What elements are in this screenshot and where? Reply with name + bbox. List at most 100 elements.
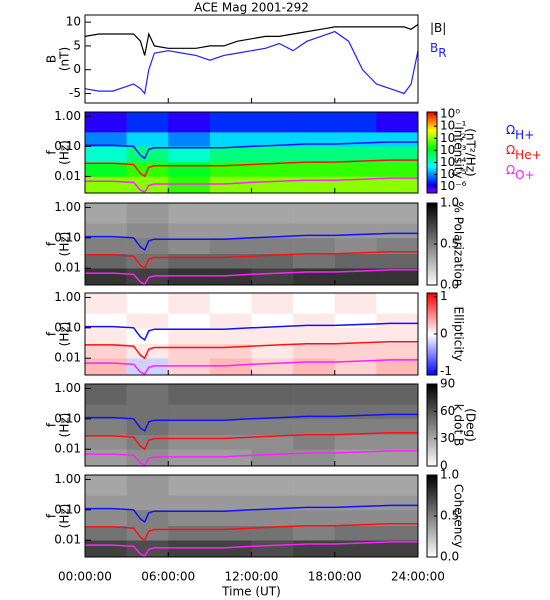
spectrogram-cell [168, 343, 211, 359]
spectrogram-cell [126, 132, 169, 147]
data-line [84, 24, 419, 56]
y-tick-label: 0.10 [54, 320, 81, 334]
spectrogram-cell [85, 358, 127, 376]
colorbar-step [427, 409, 437, 412]
colorbar-step [427, 256, 437, 259]
legend-subscript: He+ [515, 148, 541, 162]
colorbar-step [427, 479, 437, 481]
spectrogram-cell [376, 146, 419, 163]
spectrogram-cell [251, 475, 294, 496]
y-tick-label: 0.01 [54, 261, 81, 275]
colorbar-step [427, 124, 437, 126]
colorbar-step [427, 357, 437, 360]
spectrogram-cell [251, 509, 294, 527]
spectrogram-cell [168, 449, 211, 467]
colorbar-step [427, 450, 437, 453]
spectrogram-cell [168, 176, 211, 194]
colorbar-step [427, 492, 437, 495]
spectrogram-cell [168, 162, 211, 177]
x-tick-label: 06:00:00 [141, 570, 195, 584]
spectrogram-cell [168, 384, 211, 405]
colorbar-step [427, 332, 437, 335]
colorbar-step [427, 133, 437, 136]
spectrogram-cell [251, 525, 294, 541]
spectrogram-cell [376, 404, 419, 420]
colorbar-step [427, 116, 437, 118]
colorbar-step [427, 126, 437, 129]
spectrogram-cell [251, 223, 294, 239]
plot-frame [84, 14, 419, 104]
colorbar-step [427, 140, 437, 143]
colorbar-step [427, 149, 437, 152]
colorbar-step [427, 152, 437, 155]
spectrogram-cell [251, 132, 294, 147]
colorbar-step [427, 509, 437, 512]
colorbar-step [427, 159, 437, 162]
colorbar-step [427, 386, 437, 389]
x-axis-label: Time (UT) [221, 585, 281, 599]
spectrogram-cell [209, 358, 252, 376]
spectrogram-cell [293, 162, 336, 177]
colorbar-step [427, 507, 437, 510]
colorbar-step [427, 267, 437, 270]
spectrogram-cell [168, 253, 211, 269]
spectrogram-cell [376, 268, 419, 286]
colorbar-step [427, 480, 437, 483]
colorbar-step [427, 253, 437, 256]
spectrogram-cell [293, 112, 336, 133]
data-line [85, 322, 418, 342]
colorbar-step [427, 554, 437, 557]
spectrogram-cell [293, 176, 336, 194]
colorbar-step [427, 157, 437, 160]
colorbar-tick-label: 0 [440, 327, 448, 341]
colorbar-step [427, 446, 437, 449]
colorbar-tick-label: 1 [440, 289, 448, 303]
spectrogram-cell [251, 358, 294, 376]
spectrogram-cell [85, 475, 127, 496]
colorbar-step [427, 349, 437, 351]
spectrogram-cell [168, 358, 211, 376]
spectrogram-cell [209, 146, 252, 163]
legend-entry: ΩHe+ [506, 143, 542, 162]
spectrogram-cell [376, 343, 419, 359]
spectrogram-cell [293, 343, 336, 359]
colorbar-step [427, 259, 437, 261]
spectrogram-cell [126, 203, 169, 224]
colorbar-step [427, 334, 437, 336]
colorbar-step [427, 164, 437, 167]
data-line [85, 250, 418, 270]
colorbar-tick-label: 0 [440, 459, 448, 473]
data-line [85, 541, 418, 558]
colorbar-step [427, 212, 437, 215]
x-tick-label: 18:00:00 [308, 570, 362, 584]
spectrogram-cell [293, 404, 336, 420]
colorbar-step [427, 320, 437, 323]
spectrogram-cell [376, 434, 419, 450]
colorbar-frame [426, 383, 438, 467]
colorbar-step [427, 500, 437, 503]
colorbar-step [427, 310, 437, 313]
colorbar-step [427, 488, 437, 491]
colorbar-step [427, 318, 437, 321]
y-axis-label: f [45, 241, 59, 246]
spectrogram-cell [168, 525, 211, 541]
colorbar-step [427, 257, 437, 260]
colorbar-step [427, 276, 437, 279]
y-tick-label: 0.01 [54, 169, 81, 183]
legend-entry: |B| [430, 21, 446, 35]
spectrogram-cell [293, 146, 336, 163]
colorbar-step [427, 336, 437, 339]
colorbar-step [427, 227, 437, 230]
colorbar-step [427, 224, 437, 227]
colorbar-step [427, 361, 437, 364]
colorbar-step [427, 532, 437, 535]
colorbar-tick-label: 30 [440, 431, 455, 445]
colorbar-step [427, 434, 437, 437]
colorbar-step [427, 207, 437, 209]
spectrogram-cell [293, 293, 336, 314]
colorbar-step [427, 340, 437, 343]
spectrogram-cell [168, 509, 211, 527]
colorbar-step [427, 265, 437, 268]
colorbar-step [427, 412, 437, 415]
